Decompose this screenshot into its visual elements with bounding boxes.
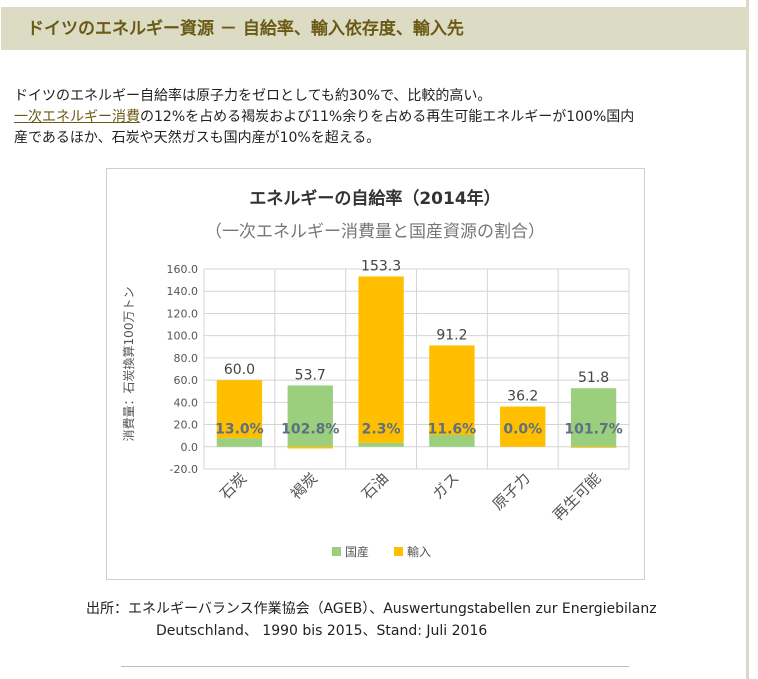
y-tick-label: 120.0 (167, 307, 199, 320)
bar-import (216, 380, 263, 439)
legend-label: 輸入 (407, 544, 431, 559)
divider (121, 666, 629, 667)
intro-line-2-text: の12%を占める褐炭および11%余りを占める再生可能エネルギーが100%国内 (140, 109, 635, 125)
total-label: 53.7 (295, 367, 326, 383)
category-label: 石炭 (216, 469, 250, 503)
share-label: 13.0% (215, 422, 264, 438)
intro-line-2: 一次エネルギー消費の12%を占める褐炭および11%余りを占める再生可能エネルギー… (14, 107, 742, 128)
y-tick-label: 80.0 (174, 352, 199, 365)
total-label: 36.2 (507, 389, 538, 405)
section-header: ドイツのエネルギー資源 － 自給率、輸入依存度、輸入先 (1, 7, 748, 50)
legend-swatch (394, 547, 403, 556)
category-label: 再生可能 (549, 469, 604, 524)
bar-domestic (358, 442, 404, 447)
chart-container: エネルギーの自給率（2014年） （一次エネルギー消費量と国産資源の割合） 消費… (106, 168, 645, 580)
y-axis-label: 消費量：石炭換算100万トン (121, 287, 136, 442)
total-label: 91.2 (436, 327, 467, 343)
section-title: ドイツのエネルギー資源 － 自給率、輸入依存度、輸入先 (27, 19, 464, 39)
total-label: 51.8 (578, 370, 609, 386)
category-label: 石油 (358, 469, 392, 503)
bar-import (358, 276, 404, 443)
share-label: 0.0% (503, 422, 542, 438)
chart-title: エネルギーの自給率（2014年） (249, 188, 500, 209)
bar-import (570, 446, 617, 448)
y-tick-label: 60.0 (174, 374, 199, 387)
total-label: 60.0 (224, 362, 255, 378)
y-tick-label: 20.0 (174, 419, 199, 432)
legend-label: 国産 (345, 544, 369, 559)
category-label: ガス (429, 469, 463, 503)
share-label: 102.8% (281, 422, 339, 438)
bar-import (429, 345, 475, 435)
intro-line-1: ドイツのエネルギー自給率は原子力をゼロとしても約30%で、比較的高い。 (14, 88, 492, 104)
share-label: 11.6% (428, 422, 477, 438)
chart-subtitle: （一次エネルギー消費量と国産資源の割合） (205, 222, 545, 242)
bar-domestic (570, 388, 617, 447)
y-tick-label: 160.0 (167, 263, 199, 276)
total-label: 153.3 (361, 258, 401, 274)
y-tick-label: 140.0 (167, 285, 199, 298)
source-line-2: Deutschland、 1990 bis 2015、Stand: Juli 2… (156, 623, 488, 639)
y-tick-label: 0.0 (181, 441, 199, 454)
self-sufficiency-chart: エネルギーの自給率（2014年） （一次エネルギー消費量と国産資源の割合） 消費… (121, 188, 630, 559)
share-label: 2.3% (362, 422, 401, 438)
source-note: 出所：エネルギーバランス作業協会（AGEB）、Auswertungstabell… (86, 598, 726, 642)
y-tick-label: 40.0 (174, 396, 199, 409)
label-layer: 60.0 13.0% 石炭 53.7 102.8% 褐炭 153.3 2.3% 石油 91.2 11… (215, 258, 623, 524)
legend-swatch (332, 547, 341, 556)
primary-energy-link[interactable]: 一次エネルギー消費 (14, 109, 140, 125)
legend: 国産 輸入 (332, 544, 431, 559)
intro-paragraph: ドイツのエネルギー自給率は原子力をゼロとしても約30%で、比較的高い。 一次エネ… (14, 86, 742, 149)
grid-layer: -20.0 0.0 20.0 40.0 60.0 80.0 100.0 120.0 140.0 1… (167, 263, 630, 476)
bar-layer (216, 276, 617, 449)
y-tick-label: 100.0 (167, 330, 199, 343)
bar-import (287, 446, 333, 449)
source-line-1: 出所：エネルギーバランス作業協会（AGEB）、Auswertungstabell… (86, 601, 657, 617)
y-tick-label: -20.0 (170, 463, 198, 476)
intro-line-3: 産であるほか、石炭や天然ガスも国内産が10%を超える。 (14, 130, 381, 146)
category-label: 原子力 (489, 469, 534, 514)
bar-import (500, 406, 546, 447)
category-label: 褐炭 (287, 469, 321, 503)
bar-domestic (216, 438, 263, 447)
bar-domestic (287, 385, 333, 447)
share-label: 101.7% (564, 422, 622, 438)
bar-domestic (429, 435, 475, 447)
